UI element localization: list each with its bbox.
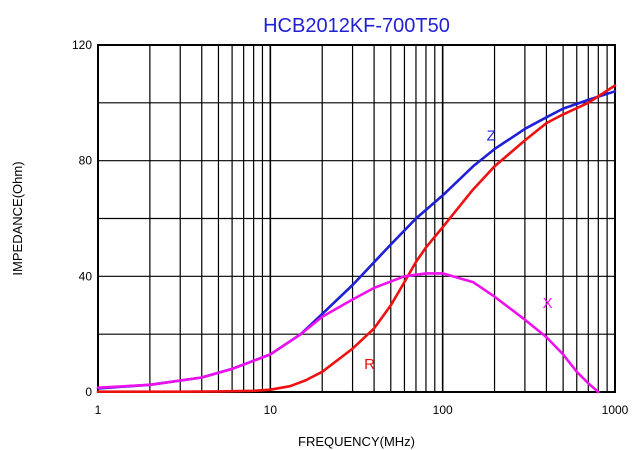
series-label-x: X (543, 295, 553, 312)
y-tick-label: 0 (85, 385, 92, 399)
x-tick-label: 1 (95, 403, 102, 417)
series-label-z: Z (487, 127, 496, 144)
x-axis-ticks: 1 10 100 1000 (95, 403, 629, 417)
x-tick-label: 10 (264, 403, 278, 417)
series-group (96, 84, 617, 394)
chart-grid (98, 45, 615, 392)
series-line-x (96, 272, 600, 394)
x-axis-label: FREQUENCY(MHz) (298, 434, 415, 449)
x-tick-label: 1000 (602, 403, 629, 417)
y-axis-ticks: 0 40 80 120 (72, 38, 92, 399)
plot-frame (97, 44, 616, 393)
x-tick-label: 100 (433, 403, 453, 417)
y-axis-label: IMPEDANCE(Ohm) (10, 161, 25, 275)
y-tick-label: 120 (72, 38, 92, 52)
series-labels: Z R X (364, 127, 553, 372)
y-tick-label: 40 (79, 269, 93, 283)
series-label-r: R (364, 356, 375, 373)
series-line-r (96, 84, 617, 393)
y-tick-label: 80 (79, 154, 93, 168)
chart-title: HCB2012KF-700T50 (263, 15, 450, 37)
